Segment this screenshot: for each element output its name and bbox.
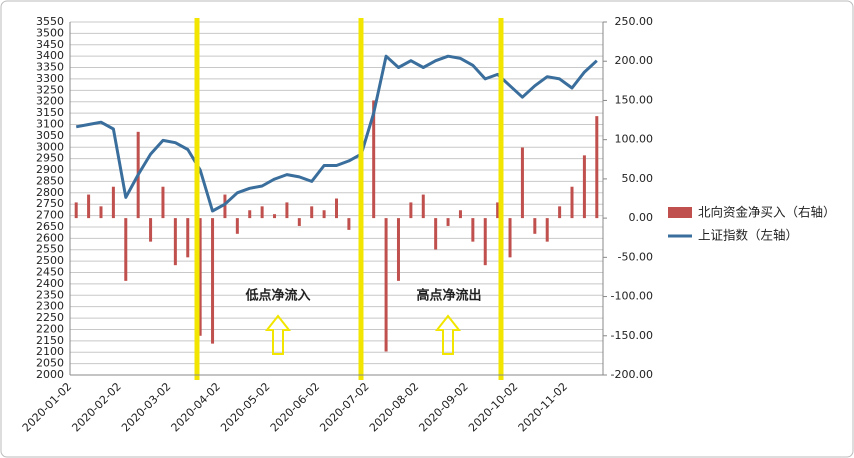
bar: [595, 116, 599, 219]
y-tick-label: 2500: [36, 254, 64, 267]
y-tick-label: 3200: [36, 95, 64, 108]
y2-tick-label: 250.00: [615, 15, 654, 28]
y-tick-label: 3300: [36, 72, 64, 85]
bar: [372, 100, 376, 219]
y-tick-label: 3550: [36, 15, 64, 28]
y-tick-label: 3000: [36, 140, 64, 153]
legend-swatch: [668, 207, 692, 218]
bar: [74, 202, 78, 219]
y-tick-label: 3400: [36, 49, 64, 62]
y-tick-label: 2350: [36, 288, 64, 301]
y-tick-label: 2000: [36, 368, 64, 381]
bar: [533, 218, 537, 234]
y-tick-label: 2250: [36, 311, 64, 324]
bar: [421, 194, 425, 219]
bar: [260, 206, 264, 219]
y-tick-label: 2900: [36, 163, 64, 176]
bar: [285, 202, 289, 219]
bar: [558, 206, 562, 219]
y2-tick-label: -150.00: [611, 329, 653, 342]
bar: [520, 147, 524, 219]
line: [75, 54, 598, 213]
bar: [186, 218, 190, 258]
bar: [508, 218, 512, 258]
legend-label: 上证指数（左轴）: [698, 228, 798, 243]
y-tick-label: 3500: [36, 26, 64, 39]
y-tick-label: 2400: [36, 277, 64, 290]
y2-tick-label: 50.00: [622, 172, 654, 185]
y2-tick-label: 150.00: [615, 93, 654, 106]
bar: [149, 218, 153, 242]
y-tick-label: 2700: [36, 209, 64, 222]
y-tick-label: 2650: [36, 220, 64, 233]
bar: [434, 218, 438, 250]
y2-tick-label: -100.00: [611, 290, 653, 303]
bar: [458, 210, 462, 219]
bar: [173, 218, 177, 266]
y-tick-label: 3150: [36, 106, 64, 119]
y-tick-label: 2150: [36, 334, 64, 347]
bar: [310, 206, 314, 219]
y2-tick-label: 0.00: [629, 211, 654, 224]
bar: [335, 198, 338, 219]
arrow: [434, 314, 462, 355]
y2-tick-label: 200.00: [615, 54, 654, 67]
bar: [297, 218, 301, 226]
bar: [99, 206, 103, 219]
bar: [111, 186, 115, 219]
y-tick-label: 2750: [36, 197, 64, 210]
bar: [211, 218, 215, 344]
bar: [409, 202, 413, 219]
bar: [570, 186, 574, 219]
y-tick-label: 2800: [36, 186, 64, 199]
y-tick-label: 2050: [36, 357, 64, 370]
y-tick-label: 2100: [36, 345, 64, 358]
bar: [248, 210, 252, 219]
bar: [396, 218, 400, 281]
bar: [87, 194, 91, 219]
y-tick-label: 2850: [36, 174, 64, 187]
y-tick-label: 2600: [36, 231, 64, 244]
bar: [198, 218, 202, 336]
legend-label: 北向资金净买入（右轴）: [698, 205, 836, 220]
bar: [471, 218, 475, 242]
y-tick-label: 2950: [36, 152, 64, 165]
annotation: 低点净流入: [244, 288, 310, 304]
bar: [322, 210, 326, 219]
bar: [235, 218, 239, 234]
y-tick-label: 3100: [36, 117, 64, 130]
y-tick-label: 3050: [36, 129, 64, 142]
y-tick-label: 2450: [36, 266, 64, 279]
y2-tick-label: -200.00: [611, 368, 653, 381]
bar: [384, 218, 388, 352]
y-tick-label: 2550: [36, 243, 64, 256]
y2-tick-label: 100.00: [615, 133, 654, 146]
y-tick-label: 3450: [36, 38, 64, 51]
bar: [545, 218, 549, 242]
y-tick-label: 3350: [36, 61, 64, 74]
bar: [124, 218, 128, 281]
bar: [223, 194, 227, 219]
bar: [483, 218, 487, 266]
arrow: [264, 314, 292, 355]
bar: [496, 202, 500, 219]
y-tick-label: 2300: [36, 300, 64, 313]
y-tick-label: 2200: [36, 322, 64, 335]
bar: [582, 155, 586, 219]
y2-tick-label: -50.00: [618, 250, 653, 263]
annotation: 高点净流出: [416, 288, 481, 304]
bar: [161, 186, 165, 219]
bar: [446, 218, 450, 226]
bar: [273, 214, 277, 219]
y-tick-label: 3250: [36, 83, 64, 96]
bar: [347, 218, 351, 230]
